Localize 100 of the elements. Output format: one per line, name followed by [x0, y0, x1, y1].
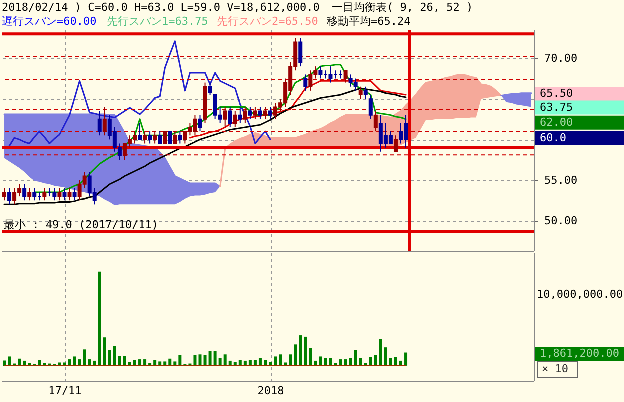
bar [228, 360, 232, 366]
candlestick [28, 188, 32, 202]
text: 先行スパン2=65.50 [217, 15, 318, 28]
bar [168, 358, 172, 366]
candlestick [238, 106, 242, 124]
candlestick [208, 82, 212, 96]
candlestick [344, 70, 348, 84]
bar [289, 354, 292, 366]
bar [384, 348, 388, 366]
candlestick [72, 188, 77, 202]
annotation: 最小 : 49.0 (2017/10/11) [4, 218, 158, 232]
candlestick [163, 131, 168, 144]
bar [319, 356, 322, 366]
text: 62.00 [540, 116, 574, 129]
bar [394, 357, 398, 366]
text: × 10 [542, 362, 568, 376]
candlestick [168, 131, 172, 144]
bar [144, 360, 147, 366]
text: 2018/02/14 ) C=60.0 H=63.0 L=59.0 V=18,612,000.0 [2, 1, 320, 14]
bar [218, 358, 222, 366]
candlestick [68, 188, 72, 202]
bar [354, 350, 358, 366]
candlestick [374, 110, 378, 132]
candlestick [268, 106, 273, 120]
bar [369, 357, 372, 366]
y-tick-label: 70.00 [544, 52, 578, 65]
candlestick [102, 106, 107, 136]
candlestick [228, 106, 232, 128]
text: 移動平均=65.24 [327, 15, 412, 28]
text: 遅行スパン=60.00 [2, 15, 97, 28]
text: 65.50 [540, 87, 574, 100]
text: 60.0 [540, 132, 566, 145]
bar [294, 344, 298, 366]
bar [359, 358, 362, 366]
text: 一目均衡表( 9, 26, 52 ) [332, 1, 474, 14]
line-series [4, 88, 407, 206]
bar [269, 362, 272, 366]
bar [314, 360, 318, 366]
bar [68, 360, 72, 366]
bar [274, 356, 278, 366]
bar [138, 360, 142, 366]
candlestick [243, 106, 248, 124]
candlestick [98, 110, 102, 136]
bar [284, 362, 288, 366]
text: 63.75 [540, 100, 574, 114]
candlestick [298, 38, 303, 68]
bar [208, 351, 212, 366]
bar [88, 360, 92, 366]
candlestick [173, 131, 178, 144]
bar [258, 358, 262, 366]
bar [329, 358, 332, 366]
candlestick [148, 131, 152, 144]
bar [3, 360, 6, 366]
bar [113, 346, 116, 366]
bar [324, 358, 328, 366]
x-tick-label: 2018 [258, 384, 284, 398]
bar [58, 362, 62, 366]
candlestick [22, 184, 27, 202]
bar [224, 354, 227, 366]
line-series [8, 40, 272, 147]
candlestick [223, 106, 228, 128]
bar [23, 360, 26, 366]
candlestick [263, 106, 268, 120]
candlestick [32, 188, 37, 202]
bar [309, 348, 312, 366]
candlestick [368, 94, 373, 120]
text: 1,861,200.00 [540, 347, 620, 360]
candlestick [394, 135, 398, 152]
bar [164, 362, 167, 366]
bar [73, 356, 76, 366]
candlestick [358, 86, 363, 100]
bar [158, 362, 162, 366]
x-tick-label: 17/11 [48, 384, 82, 398]
candlestick [248, 106, 252, 120]
candlestick [304, 74, 308, 92]
bar [404, 352, 408, 366]
candlestick [253, 106, 258, 120]
bar [379, 339, 382, 366]
candlestick [2, 188, 7, 202]
candlestick [364, 86, 368, 100]
bar [234, 362, 237, 366]
bar [389, 358, 392, 366]
candlestick [62, 188, 67, 202]
bar [279, 354, 282, 366]
bar [194, 355, 197, 366]
bar [204, 355, 207, 366]
bar [63, 362, 66, 366]
bar [299, 336, 302, 366]
text: 10,000,000.00 [537, 288, 624, 302]
candlestick [138, 122, 142, 140]
bar [98, 272, 102, 366]
candlestick [143, 131, 148, 144]
bar [78, 360, 82, 366]
candlestick [178, 131, 182, 144]
bar [83, 350, 86, 366]
bar [108, 350, 112, 366]
candlestick [198, 114, 202, 132]
bar [174, 362, 177, 366]
bar [304, 336, 308, 366]
candlestick [153, 131, 158, 144]
